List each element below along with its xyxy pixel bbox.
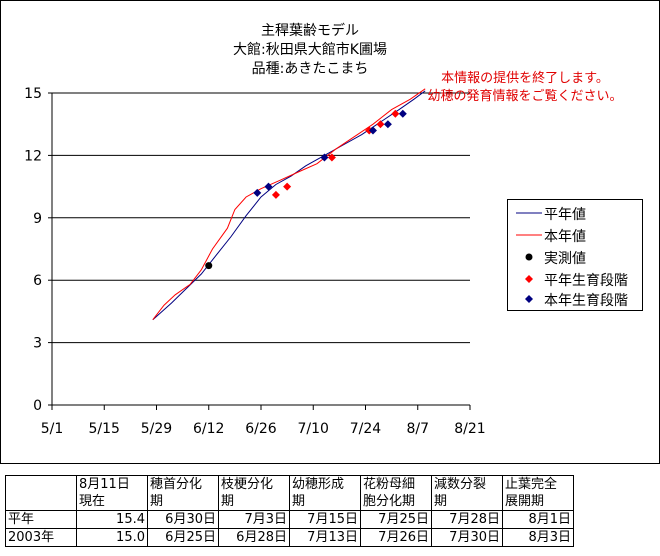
table-cell: 7月13日 (289, 528, 361, 547)
data-point-3 (327, 153, 336, 162)
legend-swatch-navy-line (516, 212, 542, 214)
data-point-3 (391, 109, 400, 118)
table-header-cell: 花粉母細 胞分化期 (360, 475, 432, 511)
table-cell: 7月30日 (431, 528, 503, 547)
table-header-cell: 穂首分化 期 (147, 475, 219, 511)
legend-swatch-navy-diamond (525, 295, 533, 303)
data-point-3 (283, 182, 292, 191)
data-point-4 (264, 182, 273, 191)
table-cell: 8月1日 (502, 510, 574, 529)
chart-title-line-2: 大館:秋田県大館市K圃場 (233, 42, 387, 58)
table-row: 2003年 15.0 6月25日 6月28日 7月13日 7月26日 7月30日… (5, 528, 574, 547)
y-tick-label: 0 (33, 398, 42, 414)
legend-swatch-black-circle (525, 253, 533, 261)
x-tick-label: 5/29 (141, 421, 172, 437)
chart-legend: 平年値 本年値 実測値 平年生育段階 本年生育段階 (507, 199, 643, 311)
table-cell: 7月3日 (218, 510, 290, 529)
table-row: 平年 15.4 6月30日 7月3日 7月15日 7月25日 7月28日 8月1… (5, 510, 574, 529)
y-tick-label: 9 (33, 211, 42, 227)
legend-label: 本年生育段階 (544, 293, 628, 309)
y-tick-label: 15 (24, 86, 42, 102)
notice-text: 本情報の提供を終了します。 幼穂の発育情報をご覧ください。 (405, 70, 645, 106)
table-cell: 6月30日 (147, 510, 219, 529)
legend-label: 本年値 (544, 229, 586, 245)
growth-stage-table: 8月11日 現在 穂首分化 期 枝梗分化 期 幼穂形成 期 花粉母細 胞分化期 … (5, 475, 574, 547)
x-tick-label: 5/1 (41, 421, 64, 437)
x-tick-label: 8/21 (454, 421, 485, 437)
chart-plot: 0 3 6 9 12 15 5/1 5/15 5/29 6/12 6/26 7/10 7/24 8/7 8/… (24, 86, 486, 437)
legend-swatch-red-line (516, 234, 542, 236)
data-point-3 (271, 190, 280, 199)
table-cell: 6月28日 (218, 528, 290, 547)
data-point-3 (376, 120, 385, 129)
series-line-1 (152, 88, 426, 321)
legend-label: 平年値 (544, 207, 586, 223)
table-header-cell (5, 475, 77, 511)
table-cell: 7月25日 (360, 510, 432, 529)
table-header-cell: 減数分裂 期 (431, 475, 503, 511)
data-point-4 (368, 126, 377, 135)
y-tick-label: 6 (33, 273, 42, 289)
x-tick-label: 7/24 (350, 421, 382, 437)
table-cell: 7月28日 (431, 510, 503, 529)
series-line-0 (152, 90, 426, 321)
table-header-cell: 止葉完全 展開期 (502, 475, 574, 511)
legend-item-honnen-line: 本年値 (508, 224, 642, 246)
chart-title-line-3: 品種:あきたこまち (251, 61, 369, 77)
x-tick-label: 7/10 (298, 421, 329, 437)
x-tick-label: 8/7 (406, 421, 429, 437)
notice-line-2: 幼穂の発育情報をご覧ください。 (427, 89, 623, 104)
legend-label: 実測値 (544, 251, 586, 267)
chart-title-line-1: 主稈葉齢モデル (261, 23, 359, 39)
table-cell: 6月25日 (147, 528, 219, 547)
table-cell: 15.4 (76, 510, 148, 529)
table-cell: 7月15日 (289, 510, 361, 529)
x-tick-label: 6/12 (193, 421, 224, 437)
data-point-4 (383, 120, 392, 129)
table-cell: 15.0 (76, 528, 148, 547)
table-cell: 8月3日 (502, 528, 574, 547)
legend-swatch-red-diamond (525, 275, 533, 283)
table-cell: 7月26日 (360, 528, 432, 547)
legend-item-heinen-line: 平年値 (508, 202, 642, 224)
legend-item-heinen-stage: 平年生育段階 (508, 268, 642, 290)
table-header-cell: 8月11日 現在 (76, 475, 148, 511)
data-point-4 (253, 188, 262, 197)
table-header-cell: 枝梗分化 期 (218, 475, 290, 511)
table-header-row: 8月11日 現在 穂首分化 期 枝梗分化 期 幼穂形成 期 花粉母細 胞分化期 … (5, 475, 574, 511)
table-header-cell: 幼穂形成 期 (289, 475, 361, 511)
legend-item-measured: 実測値 (508, 246, 642, 268)
data-point-4 (398, 109, 407, 118)
legend-item-honnen-stage: 本年生育段階 (508, 288, 642, 310)
y-tick-label: 3 (33, 336, 42, 352)
x-tick-label: 6/26 (245, 421, 277, 437)
notice-line-1: 本情報の提供を終了します。 (441, 71, 609, 86)
x-tick-label: 5/15 (89, 421, 120, 437)
data-point-2 (205, 262, 213, 270)
table-row-header: 2003年 (5, 528, 77, 547)
data-point-4 (320, 153, 329, 162)
legend-label: 平年生育段階 (544, 273, 628, 289)
table-row-header: 平年 (5, 510, 77, 529)
y-tick-label: 12 (24, 148, 42, 164)
